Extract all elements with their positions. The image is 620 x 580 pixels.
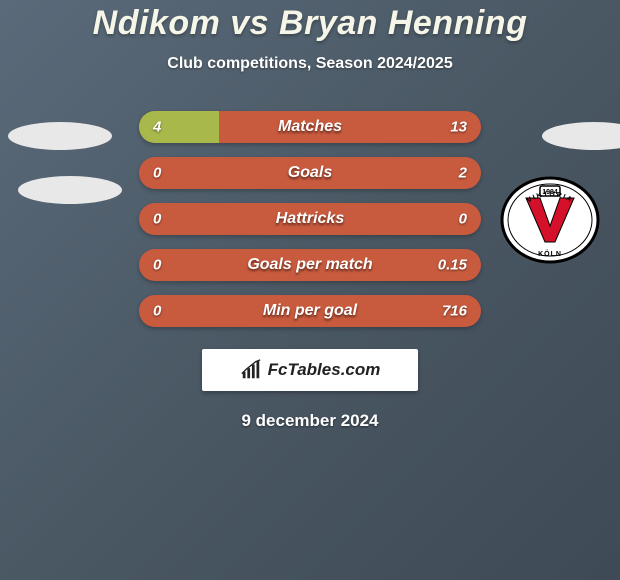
stat-row: 0Min per goal716 <box>139 295 481 327</box>
date-line: 9 december 2024 <box>0 411 620 431</box>
club-badge-right: 1904 KÖLN VIKTORIA <box>500 176 600 264</box>
brand-logo-text: FcTables.com <box>268 360 381 380</box>
chart-icon <box>240 359 262 381</box>
stat-label: Min per goal <box>139 302 481 320</box>
brand-logo: FcTables.com <box>202 349 418 391</box>
stat-label: Goals per match <box>139 256 481 274</box>
stat-row: 0Goals per match0.15 <box>139 249 481 281</box>
stat-label: Hattricks <box>139 210 481 228</box>
player-left-avatar-2 <box>18 176 122 204</box>
stat-label: Matches <box>139 118 481 136</box>
page-subtitle: Club competitions, Season 2024/2025 <box>0 55 620 73</box>
stat-row: 0Hattricks0 <box>139 203 481 235</box>
page-title: Ndikom vs Bryan Henning <box>0 4 620 43</box>
stat-row: 4Matches13 <box>139 111 481 143</box>
player-left-avatar-1 <box>8 122 112 150</box>
svg-text:KÖLN: KÖLN <box>538 249 562 258</box>
stat-label: Goals <box>139 164 481 182</box>
stat-row: 0Goals2 <box>139 157 481 189</box>
